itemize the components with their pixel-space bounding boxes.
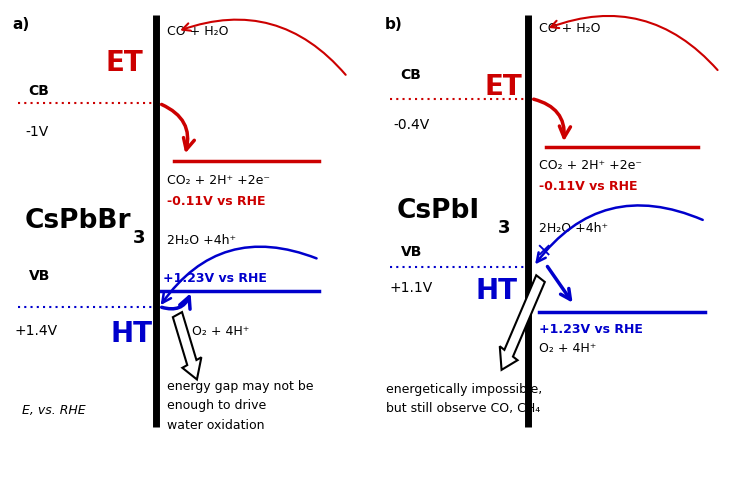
Text: CsPbBr: CsPbBr (25, 208, 132, 234)
Text: E, vs. RHE: E, vs. RHE (21, 404, 85, 417)
Text: +1.23V vs RHE: +1.23V vs RHE (539, 322, 642, 336)
Text: ET: ET (105, 49, 143, 76)
Text: 3: 3 (133, 229, 146, 247)
Text: ET: ET (485, 73, 522, 100)
Text: -0.4V: -0.4V (393, 118, 430, 132)
Text: CO₂ + 2H⁺ +2e⁻: CO₂ + 2H⁺ +2e⁻ (167, 173, 270, 187)
Text: 2H₂O +4h⁺: 2H₂O +4h⁺ (539, 221, 608, 235)
Text: 2H₂O +4h⁺: 2H₂O +4h⁺ (167, 234, 236, 246)
Text: +1.1V: +1.1V (390, 281, 433, 295)
Text: CO + H₂O: CO + H₂O (539, 23, 600, 35)
Text: HT: HT (475, 277, 517, 305)
Text: HT: HT (110, 320, 153, 348)
FancyArrow shape (173, 312, 202, 379)
Text: CsPbI: CsPbI (397, 198, 480, 224)
Text: CO₂ + 2H⁺ +2e⁻: CO₂ + 2H⁺ +2e⁻ (539, 159, 642, 172)
Text: water oxidation: water oxidation (167, 418, 265, 432)
Text: a): a) (13, 17, 30, 32)
Text: +1.4V: +1.4V (15, 324, 58, 339)
Text: O₂ + 4H⁺: O₂ + 4H⁺ (192, 325, 249, 338)
Text: b): b) (385, 17, 402, 32)
Text: VB: VB (29, 269, 50, 283)
Text: enough to drive: enough to drive (167, 399, 266, 413)
Text: CB: CB (29, 84, 50, 98)
Text: VB: VB (401, 245, 422, 259)
Text: CO + H₂O: CO + H₂O (167, 25, 228, 38)
Text: ✕: ✕ (536, 243, 552, 262)
FancyArrow shape (499, 275, 545, 370)
Text: -1V: -1V (25, 125, 48, 139)
Text: -0.11V vs RHE: -0.11V vs RHE (539, 180, 637, 193)
Text: -0.11V vs RHE: -0.11V vs RHE (167, 196, 265, 208)
Text: CB: CB (401, 68, 422, 81)
Text: but still observe CO, CH₄: but still observe CO, CH₄ (387, 402, 541, 415)
Text: energetically impossible,: energetically impossible, (387, 383, 542, 395)
Text: O₂ + 4H⁺: O₂ + 4H⁺ (539, 342, 597, 355)
Text: 3: 3 (498, 219, 511, 237)
Text: energy gap may not be: energy gap may not be (167, 380, 313, 393)
Text: +1.23V vs RHE: +1.23V vs RHE (163, 272, 268, 285)
